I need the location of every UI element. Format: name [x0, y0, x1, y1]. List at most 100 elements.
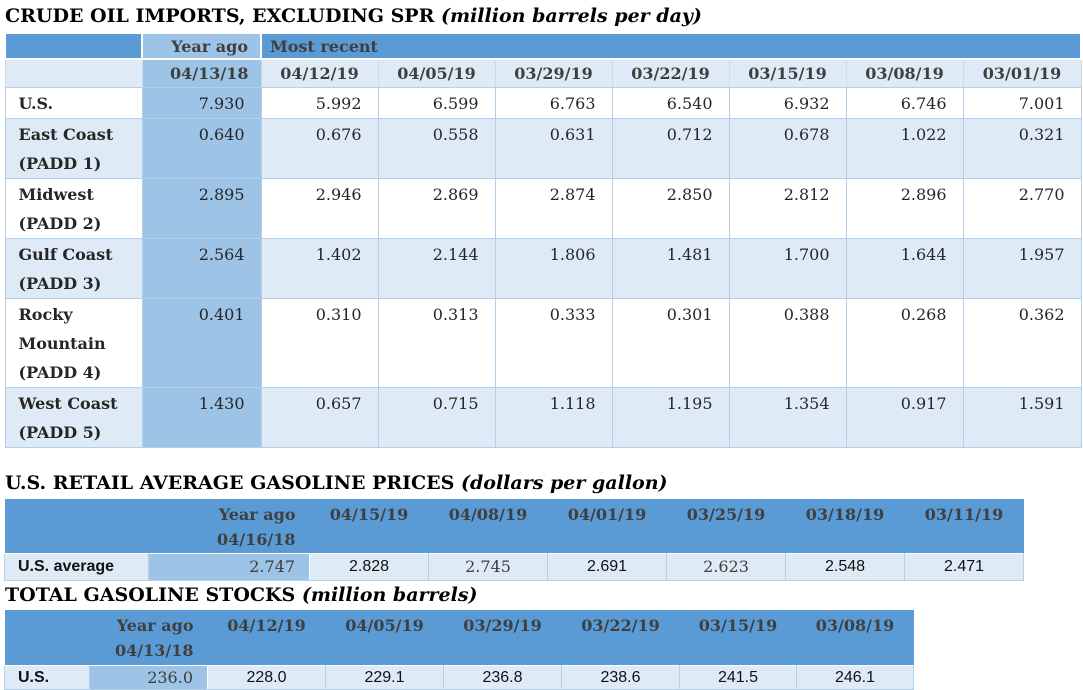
year-ago-label: Year ago: [150, 502, 296, 527]
value-cell: 1.118: [495, 387, 612, 447]
value-cell: 1.481: [612, 238, 729, 298]
date-header-cell: 03/25/19: [667, 499, 786, 554]
value-cell: 2.828: [310, 553, 429, 580]
date-header-cell: 03/18/19: [786, 499, 905, 554]
value-cell: 1.644: [846, 238, 963, 298]
table-row-us: U.S. 236.0 228.0 229.1 236.8 238.6 241.5…: [5, 666, 914, 690]
row-label-cell: Gulf Coast (PADD 3): [5, 238, 142, 298]
year-ago-value-cell: 1.430: [142, 387, 261, 447]
value-cell: 2.896: [846, 178, 963, 238]
year-ago-value-cell: 236.0: [90, 666, 208, 690]
value-cell: 1.195: [612, 387, 729, 447]
value-cell: 2.144: [378, 238, 495, 298]
value-cell: 228.0: [208, 666, 326, 690]
row-label-cell: West Coast (PADD 5): [5, 387, 142, 447]
table-row-west-coast: West Coast (PADD 5) 1.430 0.657 0.715 1.…: [5, 387, 1081, 447]
group-header-row: Year ago Most recent: [5, 33, 1081, 59]
value-cell: 6.746: [846, 87, 963, 118]
date-header-cell: 04/15/19: [310, 499, 429, 554]
row-label-cell: U.S.: [5, 666, 90, 690]
year-ago-value-cell: 2.747: [149, 553, 310, 580]
date-header-cell: 03/22/19: [612, 59, 729, 87]
title-text: TOTAL GASOLINE STOCKS: [5, 584, 295, 606]
table-row-us-average: U.S. average 2.747 2.828 2.745 2.691 2.6…: [5, 553, 1024, 580]
table-row-east-coast: East Coast (PADD 1) 0.640 0.676 0.558 0.…: [5, 118, 1081, 178]
year-ago-value-cell: 0.401: [142, 298, 261, 387]
date-header-cell: 04/05/19: [326, 610, 444, 666]
year-ago-value-cell: 0.640: [142, 118, 261, 178]
year-ago-group-header: Year ago: [142, 33, 261, 59]
year-ago-date: 04/16/18: [150, 527, 296, 552]
value-cell: 236.8: [444, 666, 562, 690]
value-cell: 2.812: [729, 178, 846, 238]
value-cell: 2.691: [548, 553, 667, 580]
date-header-row: 04/13/18 04/12/19 04/05/19 03/29/19 03/2…: [5, 59, 1081, 87]
year-ago-date-header: Year ago 04/16/18: [149, 499, 310, 554]
gasoline-stocks-table: Year ago 04/13/18 04/12/19 04/05/19 03/2…: [4, 610, 914, 690]
value-cell: 5.992: [261, 87, 378, 118]
title-text: U.S. RETAIL AVERAGE GASOLINE PRICES: [5, 472, 454, 494]
value-cell: 0.333: [495, 298, 612, 387]
value-cell: 1.957: [963, 238, 1081, 298]
most-recent-group-header: Most recent: [261, 33, 1081, 59]
date-header-cell: 03/29/19: [444, 610, 562, 666]
value-cell: 6.932: [729, 87, 846, 118]
gasoline-prices-table: Year ago 04/16/18 04/15/19 04/08/19 04/0…: [4, 499, 1024, 581]
value-cell: 229.1: [326, 666, 444, 690]
date-header-cell: 03/08/19: [846, 59, 963, 87]
corner-cell: [5, 59, 142, 87]
row-label-cell: U.S.: [5, 87, 142, 118]
date-header-cell: 04/12/19: [261, 59, 378, 87]
value-cell: 0.558: [378, 118, 495, 178]
value-cell: 2.946: [261, 178, 378, 238]
value-cell: 0.268: [846, 298, 963, 387]
value-cell: 0.388: [729, 298, 846, 387]
value-cell: 0.301: [612, 298, 729, 387]
value-cell: 0.631: [495, 118, 612, 178]
value-cell: 2.770: [963, 178, 1081, 238]
value-cell: 0.310: [261, 298, 378, 387]
row-label-cell: Midwest (PADD 2): [5, 178, 142, 238]
value-cell: 0.657: [261, 387, 378, 447]
crude-oil-imports-table: Year ago Most recent 04/13/18 04/12/19 0…: [4, 32, 1082, 448]
year-ago-label: Year ago: [91, 613, 194, 638]
date-header-row: Year ago 04/13/18 04/12/19 04/05/19 03/2…: [5, 610, 914, 666]
value-cell: 7.001: [963, 87, 1081, 118]
row-label-cell: Rocky Mountain (PADD 4): [5, 298, 142, 387]
date-header-row: Year ago 04/16/18 04/15/19 04/08/19 04/0…: [5, 499, 1024, 554]
value-cell: 1.806: [495, 238, 612, 298]
value-cell: 1.402: [261, 238, 378, 298]
date-header-cell: 03/29/19: [495, 59, 612, 87]
value-cell: 2.869: [378, 178, 495, 238]
year-ago-value-cell: 2.564: [142, 238, 261, 298]
value-cell: 2.874: [495, 178, 612, 238]
title-unit-note: (million barrels): [302, 584, 478, 606]
date-header-cell: 03/22/19: [562, 610, 680, 666]
year-ago-value-cell: 2.895: [142, 178, 261, 238]
value-cell: 6.599: [378, 87, 495, 118]
value-cell: 0.712: [612, 118, 729, 178]
row-label-cell: U.S. average: [5, 553, 149, 580]
gasoline-prices-table-title: U.S. RETAIL AVERAGE GASOLINE PRICES (dol…: [5, 472, 1083, 494]
value-cell: 0.676: [261, 118, 378, 178]
value-cell: 6.763: [495, 87, 612, 118]
value-cell: 2.623: [667, 553, 786, 580]
value-cell: 0.362: [963, 298, 1081, 387]
date-header-cell: 03/15/19: [729, 59, 846, 87]
title-unit-note: (million barrels per day): [441, 5, 702, 27]
value-cell: 1.700: [729, 238, 846, 298]
date-header-cell: 03/11/19: [905, 499, 1024, 554]
value-cell: 0.321: [963, 118, 1081, 178]
year-ago-date-header: Year ago 04/13/18: [90, 610, 208, 666]
value-cell: 241.5: [680, 666, 797, 690]
date-header-cell: 04/05/19: [378, 59, 495, 87]
date-header-cell: 04/12/19: [208, 610, 326, 666]
row-label-cell: East Coast (PADD 1): [5, 118, 142, 178]
crude-oil-table-title: CRUDE OIL IMPORTS, EXCLUDING SPR (millio…: [5, 5, 1083, 27]
year-ago-date: 04/13/18: [91, 638, 194, 663]
value-cell: 238.6: [562, 666, 680, 690]
value-cell: 6.540: [612, 87, 729, 118]
date-header-cell: 03/01/19: [963, 59, 1081, 87]
value-cell: 0.715: [378, 387, 495, 447]
value-cell: 1.022: [846, 118, 963, 178]
